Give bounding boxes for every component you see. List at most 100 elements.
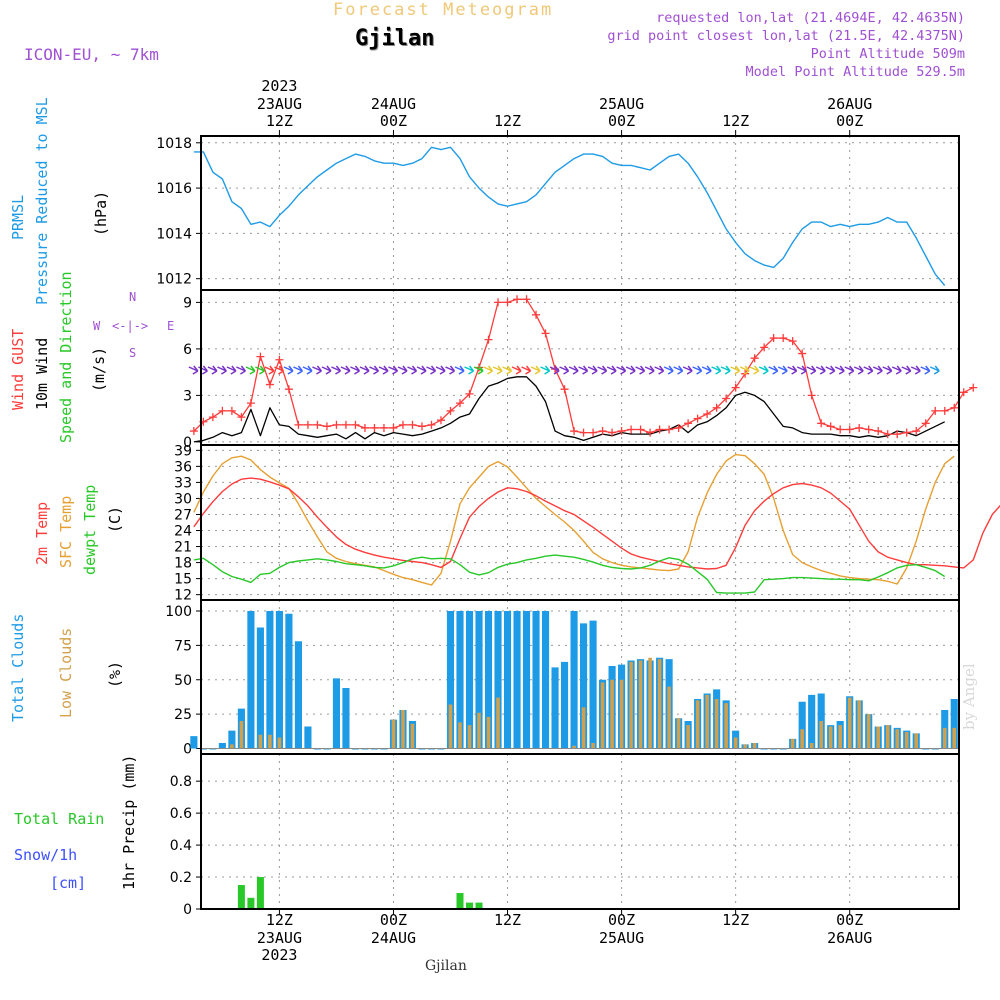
total-cloud-bar bbox=[532, 611, 540, 749]
sfc-temp-line bbox=[193, 453, 955, 586]
total-cloud-bar bbox=[446, 611, 455, 749]
top-time-label: 24AUG bbox=[370, 94, 417, 113]
low-cloud-bar bbox=[277, 737, 282, 749]
pressure-panel-frame bbox=[200, 135, 960, 291]
wind-gust-marker bbox=[684, 419, 693, 428]
wind-direction-arrow bbox=[217, 365, 227, 375]
low-cloud-bar bbox=[743, 744, 747, 749]
wind-direction-arrow bbox=[293, 365, 304, 375]
top-time-label: 26AUG bbox=[827, 94, 873, 113]
wind-ytick-label: 6 bbox=[183, 342, 192, 358]
wind-direction-arrow bbox=[426, 365, 437, 375]
wind-gust-marker bbox=[284, 385, 293, 394]
wind-ytick-label: 9 bbox=[183, 295, 192, 311]
top-time-label: 00Z bbox=[379, 112, 408, 130]
clouds-ytick-label: 100 bbox=[165, 604, 192, 620]
low-cloud-bar bbox=[496, 697, 500, 749]
bottom-time-label: 12Z bbox=[493, 911, 522, 929]
wind-direction-arrow bbox=[245, 365, 256, 375]
wind-gust-marker bbox=[788, 337, 797, 346]
wind-direction-arrow bbox=[540, 365, 551, 375]
wind-direction-arrow bbox=[787, 365, 798, 375]
temperature-ytick-label: 39 bbox=[174, 443, 192, 459]
pressure-line bbox=[193, 146, 946, 286]
wind-direction-arrow bbox=[834, 365, 845, 375]
wind-gust-marker bbox=[360, 423, 369, 432]
low-cloud-bar bbox=[610, 679, 614, 749]
wind-gust-marker bbox=[646, 428, 655, 437]
wind-direction-arrow bbox=[692, 365, 703, 375]
compass-arrows: <-|-> bbox=[112, 319, 149, 333]
wind-gust-marker bbox=[522, 295, 531, 304]
precipitation-ytick-label: 0.2 bbox=[170, 870, 192, 886]
total-cloud-bar bbox=[342, 688, 350, 749]
bottom-time-label: 2023 bbox=[261, 946, 298, 964]
top-time-label: 23AUG bbox=[256, 94, 302, 113]
rain-bar bbox=[475, 902, 483, 909]
wind-gust-marker bbox=[731, 383, 740, 392]
total-cloud-bar bbox=[798, 701, 806, 749]
wind-direction-arrow bbox=[882, 365, 893, 375]
wind-direction-arrow bbox=[739, 365, 750, 375]
top-time-label: 2023 bbox=[261, 77, 298, 95]
total-cloud-bar bbox=[465, 611, 474, 749]
wind-direction-arrow bbox=[901, 365, 912, 375]
wind-direction-arrow bbox=[445, 365, 456, 375]
wind-gust-marker bbox=[237, 413, 246, 422]
wind-direction-arrow bbox=[701, 365, 712, 375]
wind-gust-marker bbox=[874, 427, 883, 436]
wind-gust-marker bbox=[246, 399, 255, 408]
wind-direction-arrow bbox=[530, 365, 541, 375]
wind-gust-marker bbox=[836, 425, 845, 434]
wind-direction-arrow bbox=[207, 365, 218, 375]
wind-direction-arrow bbox=[673, 365, 684, 375]
wind-direction-arrow bbox=[929, 365, 940, 375]
rain-bar bbox=[466, 902, 474, 909]
total-cloud-bar bbox=[294, 641, 302, 749]
bottom-time-label: 26AUG bbox=[827, 928, 873, 947]
wind-direction-arrow bbox=[711, 365, 722, 375]
wind-direction-arrow bbox=[863, 365, 874, 375]
wind-direction-arrow bbox=[464, 365, 475, 375]
wind-direction-arrow bbox=[616, 365, 627, 375]
pressure-ytick-label: 1018 bbox=[156, 136, 192, 152]
clouds-ytick-label: 75 bbox=[174, 638, 192, 654]
location-title: Gjilan bbox=[355, 26, 435, 51]
wind-gust-marker bbox=[341, 420, 350, 429]
low-cloud-bar bbox=[705, 694, 709, 749]
wind-gust-marker bbox=[256, 352, 265, 361]
wind-gust-marker bbox=[436, 416, 445, 425]
wind-direction-arrow bbox=[397, 365, 408, 375]
wind-gust-marker bbox=[227, 406, 236, 415]
total-cloud-bar bbox=[247, 611, 255, 749]
low-cloud-bar bbox=[638, 660, 643, 749]
top-time-label: 00Z bbox=[608, 112, 636, 130]
low-cloud-bar bbox=[258, 734, 263, 749]
wind-direction-arrow bbox=[606, 365, 617, 375]
low-cloud-bar bbox=[819, 721, 823, 749]
wind-direction-arrow bbox=[226, 365, 237, 375]
total-cloud-bar bbox=[275, 611, 283, 749]
wind-gust-marker bbox=[769, 334, 778, 343]
wind-gust-marker bbox=[636, 425, 645, 434]
wind-gust-marker bbox=[370, 423, 379, 432]
wind-direction-arrow bbox=[559, 365, 570, 375]
low-cloud-bar bbox=[838, 725, 842, 749]
wind-gust-marker bbox=[446, 406, 455, 415]
wind-direction-arrow bbox=[359, 365, 370, 375]
low-cloud-bar bbox=[268, 734, 272, 749]
low-cloud-bar bbox=[885, 725, 890, 749]
pressure-ytick-label: 1012 bbox=[156, 272, 192, 288]
wind-gust-marker bbox=[807, 391, 816, 400]
total-cloud-bar bbox=[304, 726, 312, 749]
wind-gust-marker bbox=[560, 385, 569, 394]
wind-direction-arrow bbox=[796, 365, 807, 375]
wind-gust-marker bbox=[408, 420, 417, 429]
clouds-ytick-label: 50 bbox=[174, 673, 192, 689]
wind-gust-marker bbox=[950, 403, 959, 412]
low-cloud-bar bbox=[800, 729, 804, 749]
model-label: ICON-EU, ~ 7km bbox=[24, 45, 159, 64]
wind-gust-marker bbox=[931, 406, 940, 415]
top-time-label: 12Z bbox=[265, 112, 293, 130]
wind-gust-marker bbox=[332, 420, 341, 429]
